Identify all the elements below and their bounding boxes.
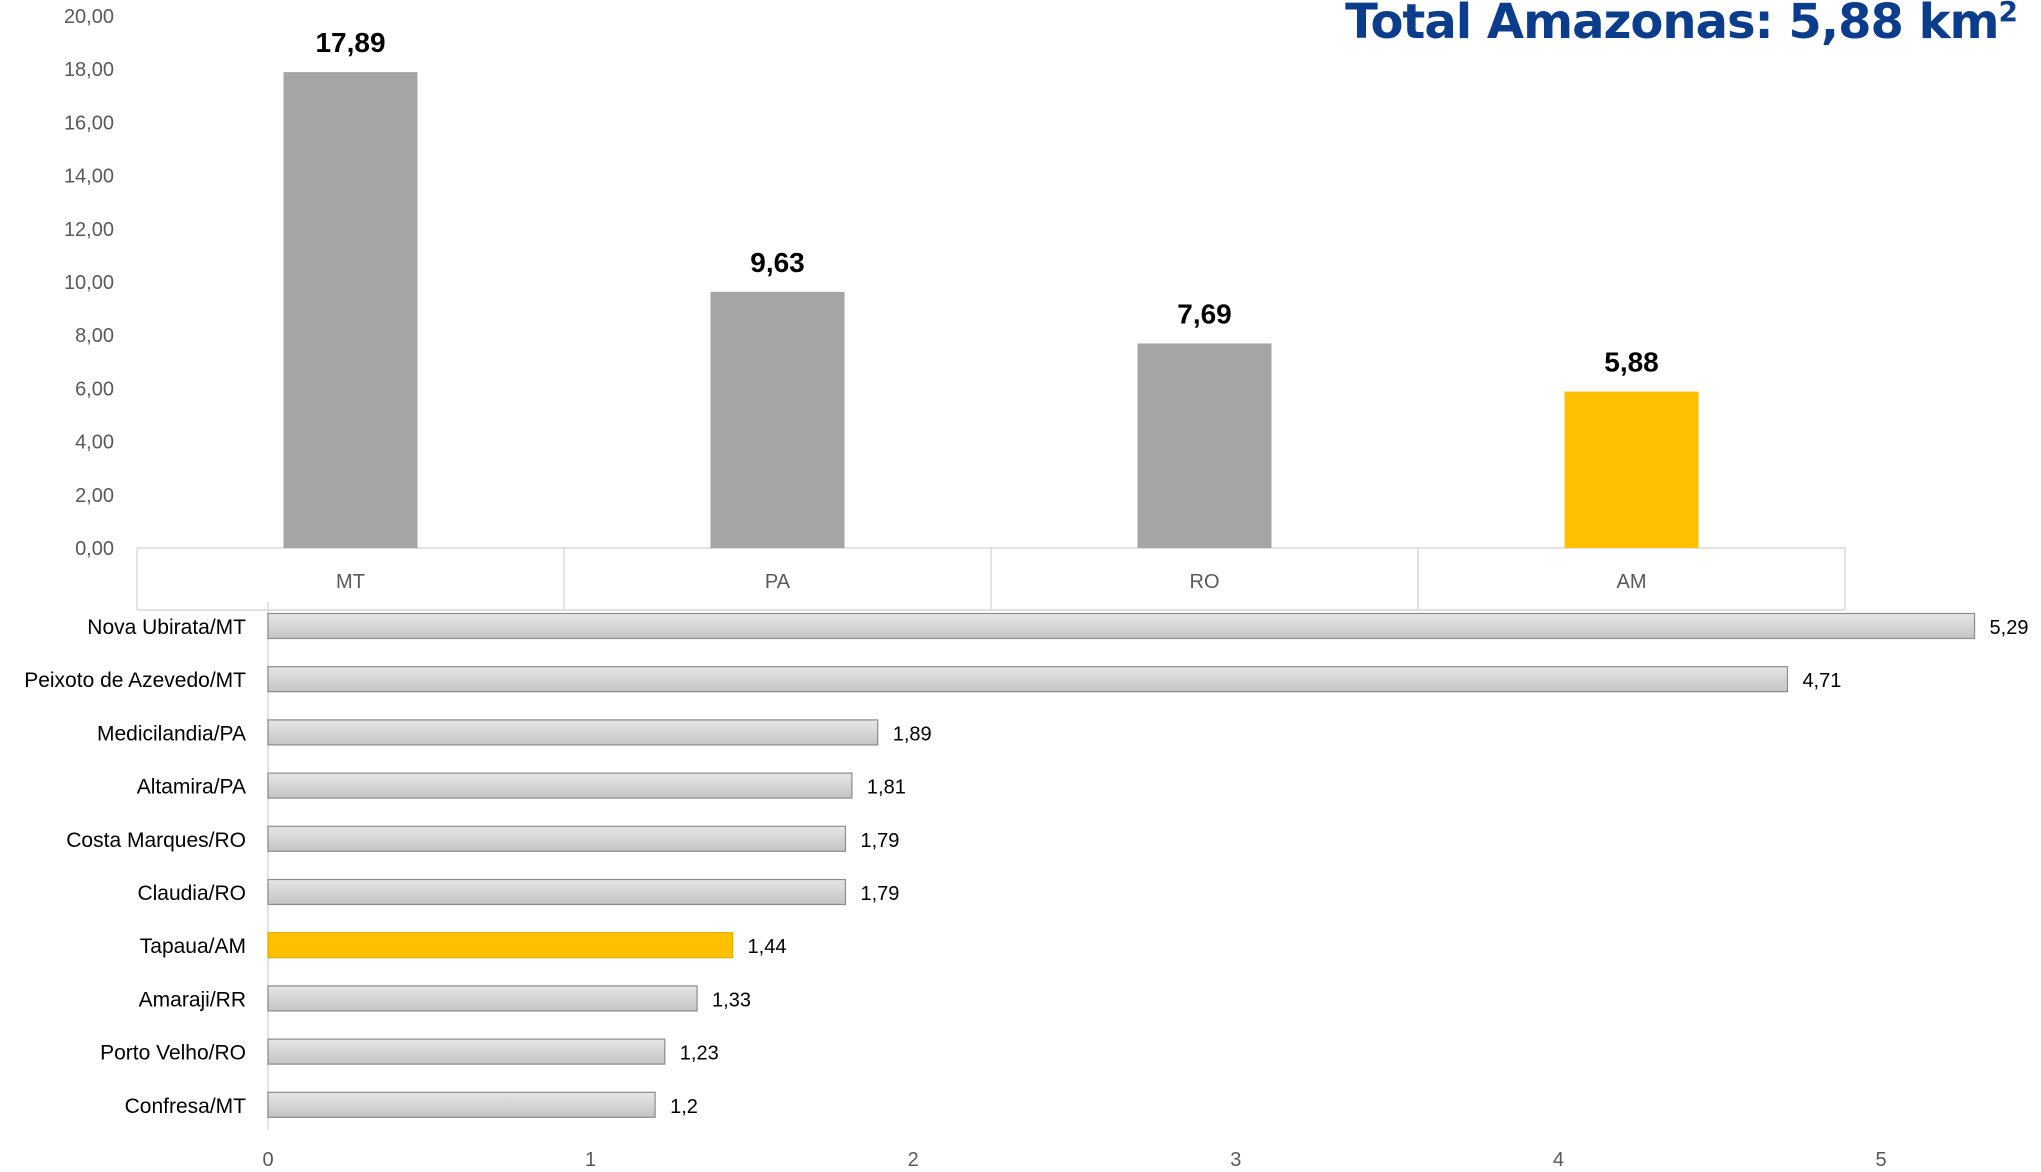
category-label: Claudia/RO [137, 882, 246, 905]
bar-mt [283, 72, 418, 548]
bar-value-label: 1,79 [860, 883, 899, 905]
bar-tapaua-am [267, 932, 734, 959]
municipality-bar-chart: Nova Ubirata/MT 5,29 Peixoto de Azevedo/MT… [24, 602, 2028, 1171]
state-bar-chart: 0,00 2,00 4,00 6,00 8,00 10,00 12,00 14,00 16,00… [64, 6, 1846, 611]
bar-value-label: 1,33 [712, 989, 751, 1011]
y-tick-label: 10,00 [64, 272, 114, 294]
y-tick-label: 6,00 [75, 378, 114, 400]
bar-value-label: 1,79 [860, 830, 899, 852]
chart-title: Total Amazonas: 5,88 km2 [1345, 0, 2019, 50]
bar-value-label: 7,69 [1177, 298, 1232, 329]
bar-ro [1137, 343, 1272, 548]
category-label: Amaraji/RR [139, 988, 246, 1011]
bar-value-label: 17,89 [315, 27, 385, 58]
bar-value-label: 5,88 [1604, 347, 1659, 378]
bar-altamira-pa [267, 772, 853, 799]
category-label: Peixoto de Azevedo/MT [24, 669, 246, 692]
y-tick-label: 4,00 [75, 432, 114, 454]
category-label: Medicilandia/PA [97, 722, 246, 745]
bar-value-label: 1,2 [670, 1096, 698, 1118]
bar-nova-ubirata-mt [267, 612, 1976, 640]
y-tick-label: 20,00 [64, 6, 114, 28]
y-tick-label: 12,00 [64, 219, 114, 241]
category-label: MT [336, 571, 365, 593]
y-tick-label: 8,00 [75, 325, 114, 347]
x-tick-label: 3 [1230, 1149, 1241, 1171]
y-tick-label: 16,00 [64, 112, 114, 134]
bar-value-label: 9,63 [750, 247, 805, 278]
category-label: Confresa/MT [125, 1095, 247, 1118]
bar-peixoto-de-azevedo-mt [267, 666, 1789, 693]
category-label: Nova Ubirata/MT [87, 616, 246, 639]
bar-value-label: 5,29 [1990, 617, 2029, 639]
category-label: AM [1617, 571, 1647, 593]
bar-value-label: 1,23 [680, 1043, 719, 1065]
category-label: RO [1190, 571, 1220, 593]
category-label: Altamira/PA [137, 776, 246, 799]
y-tick-label: 18,00 [64, 59, 114, 81]
y-tick-label: 14,00 [64, 166, 114, 188]
x-tick-label: 0 [262, 1149, 273, 1171]
y-tick-label: 0,00 [75, 538, 114, 560]
x-tick-label: 4 [1553, 1149, 1564, 1171]
bar-value-label: 1,44 [748, 936, 787, 958]
bar-claudia-ro [267, 878, 847, 906]
chart-title-superscript: 2 [1998, 0, 2019, 28]
bar-am [1564, 391, 1699, 548]
category-label: Costa Marques/RO [66, 829, 246, 852]
category-label: Porto Velho/RO [100, 1042, 246, 1065]
bar-confresa-mt [267, 1091, 656, 1118]
bar-value-label: 1,89 [893, 723, 932, 745]
bar-medicilandia-pa [267, 719, 879, 746]
category-label: PA [765, 571, 791, 593]
bar-amaraji-rr [267, 985, 698, 1012]
bar-pa [710, 291, 845, 548]
chart-title-text: Total Amazonas: 5,88 km [1345, 0, 1999, 50]
x-tick-label: 5 [1875, 1149, 1886, 1171]
category-label: Tapaua/AM [140, 935, 246, 958]
y-tick-label: 2,00 [75, 485, 114, 507]
bar-costa-marques-ro [267, 825, 847, 852]
bar-porto-velho-ro [267, 1038, 666, 1065]
x-tick-label: 2 [908, 1149, 919, 1171]
x-tick-label: 1 [585, 1149, 596, 1171]
bar-value-label: 1,81 [867, 777, 906, 799]
bar-value-label: 4,71 [1802, 670, 1841, 692]
